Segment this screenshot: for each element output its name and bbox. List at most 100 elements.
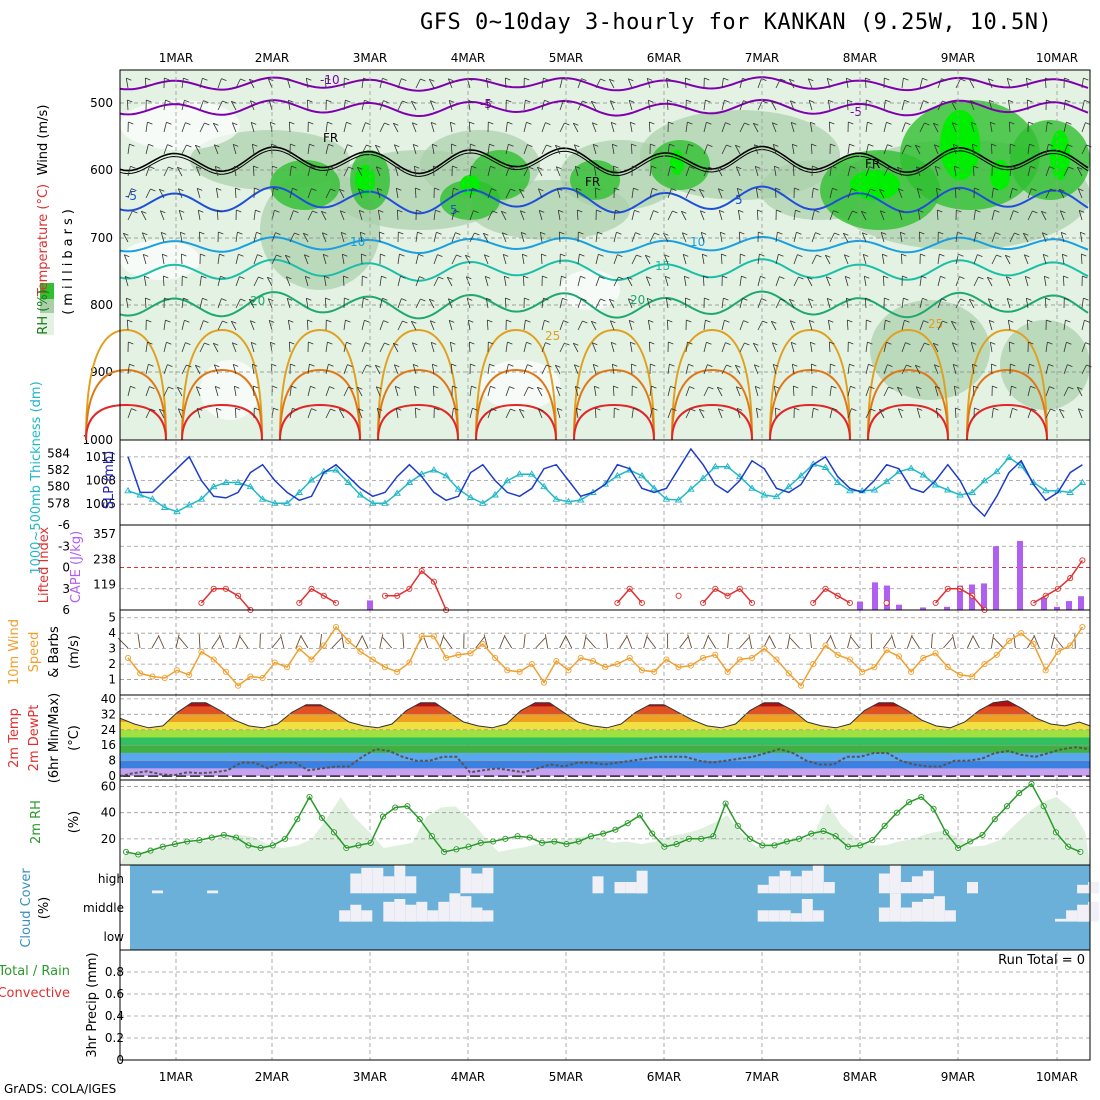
wind-barb-flag xyxy=(564,342,570,346)
wind-barb-flag xyxy=(1050,188,1056,192)
wind-barb-flag xyxy=(630,121,636,125)
wind-barb xyxy=(1081,144,1087,155)
wind-barb-flag xyxy=(285,254,291,258)
wind-barb-flag xyxy=(942,320,948,324)
wind-barb-flag xyxy=(1027,99,1033,103)
date-label-bottom: 1MAR xyxy=(159,1070,194,1084)
wind-barb-flag xyxy=(510,188,516,192)
wind-barb-flag xyxy=(994,209,1000,213)
wind-barb-flag xyxy=(903,77,909,81)
wind-barb xyxy=(973,210,976,221)
wind-barb-flag xyxy=(977,254,983,257)
wind-barb xyxy=(394,386,399,397)
wind-barb xyxy=(703,100,706,111)
wind-barb-flag xyxy=(918,209,924,213)
wind-barb-flag xyxy=(1028,121,1034,125)
wind-barb xyxy=(703,342,707,353)
wind-barb-flag xyxy=(184,99,190,103)
wind-barb-flag xyxy=(755,386,761,389)
wind-barb-flag xyxy=(739,231,745,235)
wind-barb-flag xyxy=(160,210,166,214)
wind-barb xyxy=(577,78,582,89)
wind-barb-flag xyxy=(420,78,426,82)
wind-barb xyxy=(645,276,651,287)
wind-barb xyxy=(541,320,545,331)
wind10-barb xyxy=(355,635,363,649)
wind-barb xyxy=(430,122,435,133)
wind-barb xyxy=(883,166,889,177)
wind-barb xyxy=(969,100,975,111)
wind-barb xyxy=(1076,387,1083,397)
wind-barb xyxy=(122,233,129,243)
wind-barb-flag xyxy=(195,364,201,368)
wind-barb xyxy=(988,100,993,111)
wind-barb-flag xyxy=(627,276,633,280)
wind-barb xyxy=(1027,166,1031,177)
wind-barb xyxy=(467,320,471,331)
wind-barb-flag xyxy=(688,143,694,147)
wind-barb-flag xyxy=(868,363,874,367)
wind-barb xyxy=(324,77,327,89)
wind-barb-flag xyxy=(275,232,281,235)
wind-barb-flag xyxy=(254,187,260,191)
wind-barb-flag xyxy=(816,254,822,258)
wind-barb-flag xyxy=(699,408,705,412)
wind-barb xyxy=(609,100,615,111)
precip-ylabel-1: Total / Rain xyxy=(0,964,70,979)
wind-barb-flag xyxy=(843,232,849,236)
wind-barb xyxy=(343,100,346,111)
thickness-line-marker xyxy=(833,478,842,485)
wind-barb-flag xyxy=(556,166,562,170)
wind-barb-flag xyxy=(310,165,316,169)
wind-barb xyxy=(163,342,167,353)
wind-barb xyxy=(703,320,706,331)
wind-barb-flag xyxy=(216,407,222,411)
wind-barb-flag xyxy=(447,276,453,280)
wind-barb xyxy=(576,209,579,221)
wind-barb-flag xyxy=(346,341,352,345)
wind-barb-flag xyxy=(413,364,419,367)
wind-barb-flag xyxy=(717,166,723,170)
wind-barb-flag xyxy=(598,253,604,257)
wind-barb xyxy=(1061,254,1065,265)
wind-barb xyxy=(395,408,399,419)
wind-barb-flag xyxy=(773,144,779,147)
wind-barb-flag xyxy=(718,408,724,412)
temp-contour-15 xyxy=(119,258,1089,282)
wind-barb-flag xyxy=(934,364,940,368)
wind-barb xyxy=(626,277,633,287)
wind-barb xyxy=(432,385,435,397)
wind-barb xyxy=(450,363,453,375)
wind-barb xyxy=(469,210,474,221)
wind-barb xyxy=(249,320,255,331)
wind-barb-flag xyxy=(128,121,134,125)
wind-barb xyxy=(667,166,671,177)
wind10-barb xyxy=(966,635,974,649)
wind-barb xyxy=(1027,144,1030,155)
wind-barb-flag xyxy=(526,341,532,345)
wind-barb-flag xyxy=(150,408,156,412)
wind-barb-flag xyxy=(183,77,189,81)
wind-barb-flag xyxy=(574,144,580,148)
wind-barb-flag xyxy=(666,297,672,301)
wind-barb-flag xyxy=(213,342,219,346)
wind-barb xyxy=(233,386,237,397)
wind-barb-flag xyxy=(917,408,923,411)
wind-barb xyxy=(775,232,778,243)
wind-barb xyxy=(307,408,312,419)
temp-contour-label: 10 xyxy=(350,235,365,249)
wind-barb-flag xyxy=(434,407,440,411)
wind-barb xyxy=(846,319,849,331)
wind-barb xyxy=(809,122,813,133)
wind-barb-flag xyxy=(737,188,743,191)
wind-barb xyxy=(863,276,867,287)
wind-barb xyxy=(932,123,939,133)
wind-barb xyxy=(775,254,779,265)
wind-barb-flag xyxy=(581,298,587,301)
wind-barb-flag xyxy=(648,319,654,323)
wind-barb xyxy=(1004,255,1011,265)
wind-barb xyxy=(685,122,688,133)
wind-barb-flag xyxy=(702,253,708,257)
wind-barb xyxy=(287,320,291,331)
wind-barb-flag xyxy=(757,209,763,213)
